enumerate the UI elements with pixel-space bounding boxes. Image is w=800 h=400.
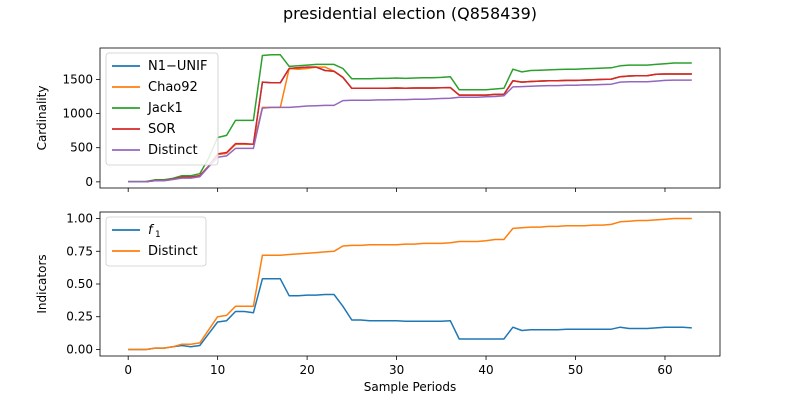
x-tick-label: 20 — [299, 363, 314, 377]
legend-label-subscript: 1 — [155, 230, 161, 240]
y-tick-label: 1000 — [62, 107, 93, 121]
legend-label-jack1: Jack1 — [147, 101, 183, 116]
legend-label-distinct: Distinct — [148, 244, 198, 259]
x-axis-label: Sample Periods — [364, 380, 456, 394]
y-axis-label: Indicators — [35, 254, 49, 313]
chart-title: presidential election (Q858439) — [283, 4, 537, 23]
legend: f 1 Distinct — [105, 216, 207, 267]
series-line-distinct — [128, 217, 692, 351]
legend-label-chao92: Chao92 — [148, 80, 198, 95]
legend-box — [105, 52, 219, 166]
legend: N1−UNIF Chao92 Jack1 SOR Distinct — [105, 52, 219, 166]
y-tick-label: 500 — [70, 141, 93, 155]
cardinality-panel: 0 500 1000 1500 Cardinality N1−UNIF Chao92 Jack… — [35, 47, 721, 192]
indicators-panel: 0 10 20 30 40 50 60 0.00 0.25 0.50 0.75 1.00 Indicat… — [35, 212, 721, 394]
x-tick-label: 0 — [124, 363, 132, 377]
x-tick-label: 50 — [568, 363, 583, 377]
series-line-distinct — [128, 79, 692, 183]
y-axis-label: Cardinality — [35, 86, 49, 151]
x-tick-label: 40 — [478, 363, 493, 377]
x-tick-label: 60 — [657, 363, 672, 377]
y-tick-label: 0.25 — [66, 310, 93, 324]
y-tick-label: 1500 — [62, 72, 93, 86]
x-tick-label: 30 — [389, 363, 404, 377]
legend-label-sor: SOR — [148, 122, 176, 137]
series-line-sor — [128, 66, 692, 183]
legend-label-distinct: Distinct — [148, 143, 198, 158]
series-line-f1 — [128, 278, 692, 351]
x-tick-label: 10 — [210, 363, 225, 377]
y-tick-label: 0.50 — [66, 277, 93, 291]
y-tick-label: 0.00 — [66, 342, 93, 356]
series-line-jack1 — [128, 54, 692, 183]
y-tick-label: 0.75 — [66, 244, 93, 258]
legend-label-f1: f — [148, 223, 155, 238]
y-tick-label: 0 — [85, 175, 93, 189]
legend-label-n1-unif: N1−UNIF — [148, 59, 207, 74]
y-tick-label: 1.00 — [66, 212, 93, 226]
axes-frame — [99, 47, 721, 189]
